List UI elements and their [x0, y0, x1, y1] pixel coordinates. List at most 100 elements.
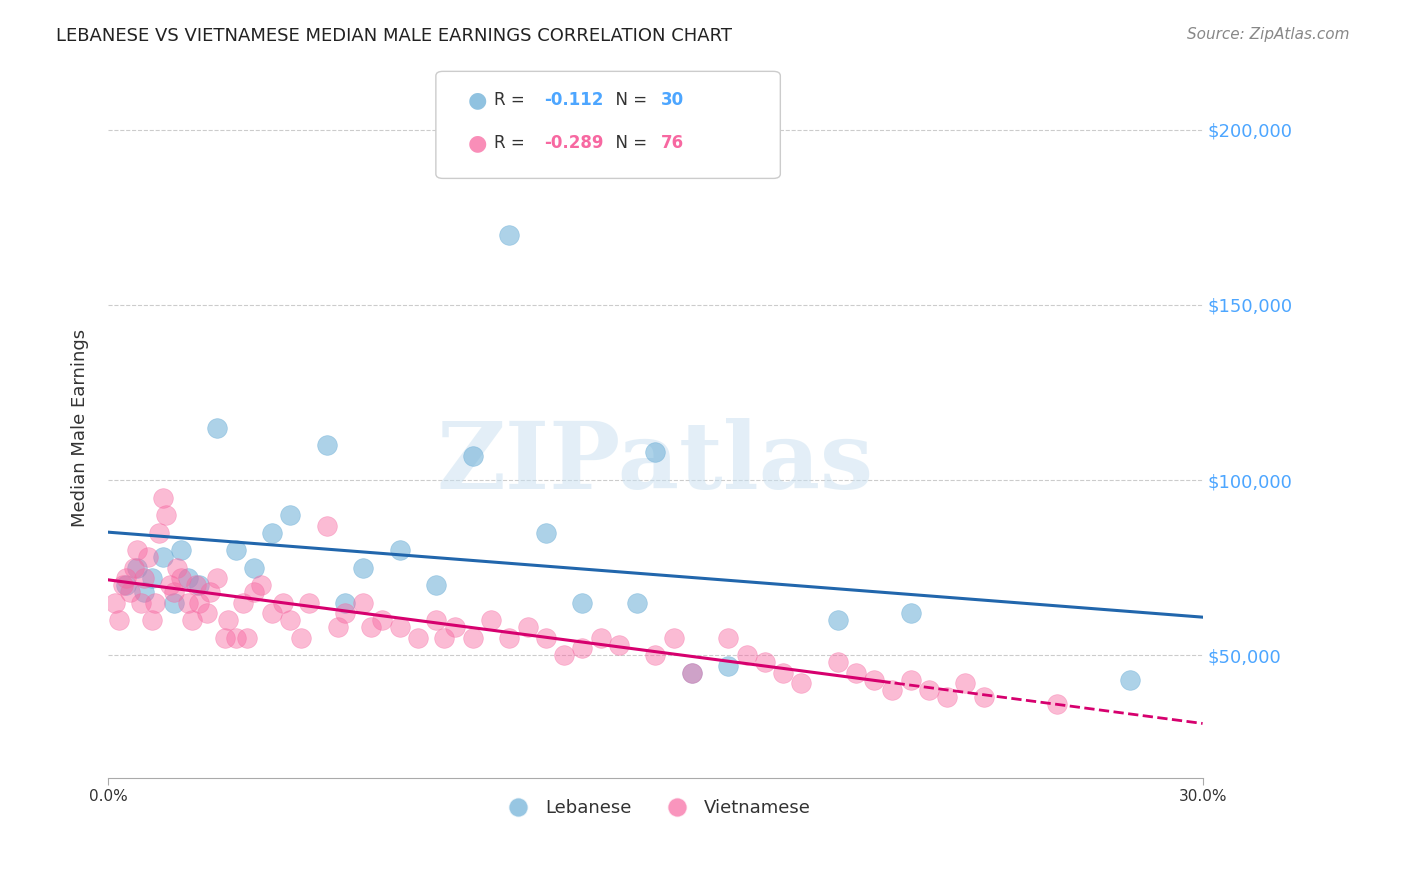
Point — [918, 683, 941, 698]
Point — [198, 585, 221, 599]
Text: R =: R = — [494, 91, 530, 109]
Point — [717, 631, 740, 645]
Point — [644, 648, 666, 662]
Legend: Lebanese, Vietnamese: Lebanese, Vietnamese — [492, 792, 818, 824]
Point — [406, 631, 429, 645]
Point — [280, 508, 302, 522]
Point — [152, 491, 174, 505]
Point — [159, 578, 181, 592]
Point — [863, 673, 886, 687]
Point — [326, 620, 349, 634]
Point — [214, 631, 236, 645]
Point — [225, 631, 247, 645]
Point — [145, 595, 167, 609]
Point — [163, 595, 186, 609]
Point — [388, 543, 411, 558]
Point — [644, 445, 666, 459]
Point — [316, 438, 339, 452]
Point — [152, 549, 174, 564]
Point — [232, 595, 254, 609]
Point — [280, 613, 302, 627]
Text: N =: N = — [605, 134, 652, 152]
Point — [129, 595, 152, 609]
Point — [188, 595, 211, 609]
Point — [141, 571, 163, 585]
Point — [498, 227, 520, 242]
Point — [177, 571, 200, 585]
Point — [207, 420, 229, 434]
Point — [115, 578, 138, 592]
Point — [388, 620, 411, 634]
Point — [425, 613, 447, 627]
Point — [461, 449, 484, 463]
Point — [626, 595, 648, 609]
Point — [134, 571, 156, 585]
Point — [882, 683, 904, 698]
Point — [333, 606, 356, 620]
Point — [516, 620, 538, 634]
Text: R =: R = — [494, 134, 530, 152]
Text: N =: N = — [605, 91, 652, 109]
Point — [534, 631, 557, 645]
Point — [115, 571, 138, 585]
Point — [973, 690, 995, 704]
Point — [607, 638, 630, 652]
Point — [900, 606, 922, 620]
Text: ●: ● — [468, 90, 488, 110]
Point — [360, 620, 382, 634]
Point — [754, 655, 776, 669]
Point — [170, 543, 193, 558]
Point — [262, 525, 284, 540]
Point — [290, 631, 312, 645]
Point — [790, 676, 813, 690]
Point — [936, 690, 959, 704]
Point — [955, 676, 977, 690]
Point — [180, 613, 202, 627]
Point — [589, 631, 612, 645]
Point — [108, 613, 131, 627]
Point — [900, 673, 922, 687]
Point — [111, 578, 134, 592]
Y-axis label: Median Male Earnings: Median Male Earnings — [72, 328, 89, 526]
Point — [772, 665, 794, 680]
Point — [370, 613, 392, 627]
Text: 76: 76 — [661, 134, 683, 152]
Point — [333, 595, 356, 609]
Point — [235, 631, 257, 645]
Point — [735, 648, 758, 662]
Text: Source: ZipAtlas.com: Source: ZipAtlas.com — [1187, 27, 1350, 42]
Point — [352, 560, 374, 574]
Point — [316, 518, 339, 533]
Point — [571, 595, 593, 609]
Point — [479, 613, 502, 627]
Point — [271, 595, 294, 609]
Point — [352, 595, 374, 609]
Point — [827, 655, 849, 669]
Point — [534, 525, 557, 540]
Point — [207, 571, 229, 585]
Point — [225, 543, 247, 558]
Point — [717, 658, 740, 673]
Point — [118, 585, 141, 599]
Point — [1046, 697, 1069, 711]
Point — [166, 560, 188, 574]
Point — [262, 606, 284, 620]
Point — [571, 641, 593, 656]
Point — [136, 549, 159, 564]
Point — [425, 578, 447, 592]
Point — [148, 525, 170, 540]
Point — [134, 585, 156, 599]
Point — [443, 620, 465, 634]
Point — [195, 606, 218, 620]
Text: ●: ● — [468, 133, 488, 153]
Point — [170, 571, 193, 585]
Point — [104, 595, 127, 609]
Text: -0.289: -0.289 — [544, 134, 603, 152]
Point — [141, 613, 163, 627]
Point — [827, 613, 849, 627]
Point — [243, 585, 266, 599]
Point — [122, 560, 145, 574]
Text: -0.112: -0.112 — [544, 91, 603, 109]
Point — [250, 578, 273, 592]
Point — [243, 560, 266, 574]
